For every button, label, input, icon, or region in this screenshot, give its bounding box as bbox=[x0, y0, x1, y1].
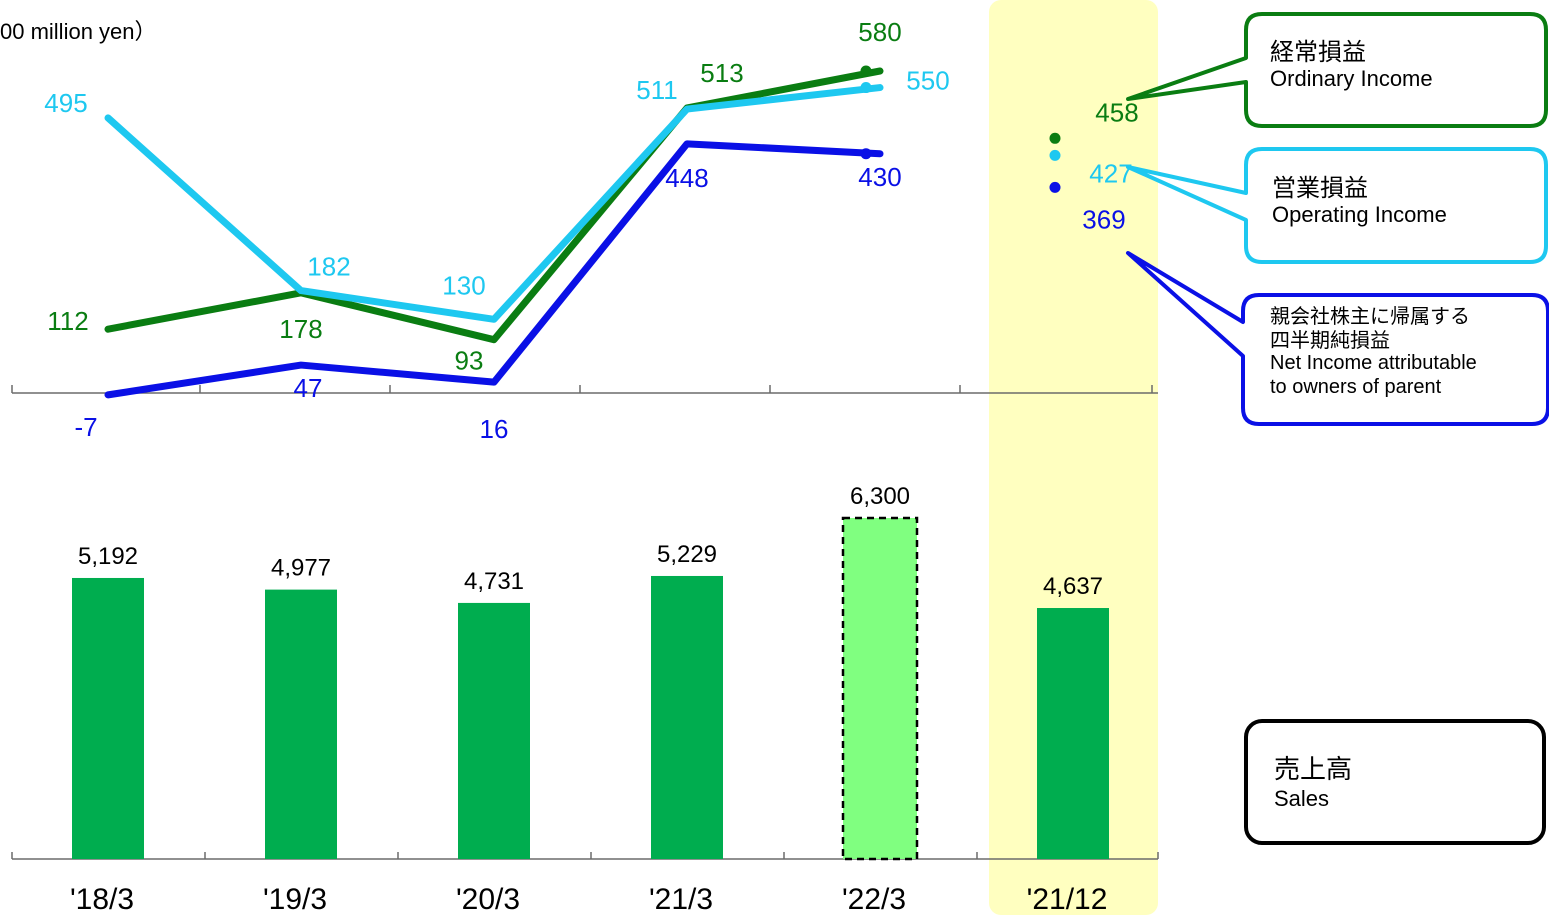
legend-net-en2: to owners of parent bbox=[1270, 375, 1442, 398]
data-label-net-4: 430 bbox=[858, 162, 901, 192]
series-point-net-22-3 bbox=[860, 148, 872, 160]
series-line-ordinary bbox=[104, 67, 884, 344]
series-point-operating-21-12 bbox=[1049, 149, 1061, 161]
legend-callout-operating bbox=[1126, 147, 1548, 264]
data-label-operating-1: 182 bbox=[307, 252, 350, 282]
data-label-ordinary-4: 580 bbox=[858, 17, 901, 47]
data-label-operating-4: 550 bbox=[906, 66, 949, 96]
bar-3 bbox=[651, 575, 723, 859]
x-tick-label-2: '20/3 bbox=[456, 883, 520, 915]
bar-1 bbox=[265, 589, 337, 859]
x-tick-label-4: '22/3 bbox=[842, 883, 906, 915]
data-label-net-3: 448 bbox=[665, 163, 708, 193]
legend-sales-jp: 売上高 bbox=[1274, 755, 1353, 785]
bar-label-1: 4,977 bbox=[271, 555, 331, 582]
legend-net-income: 親会社株主に帰属する 四半期純損益 Net Income attributabl… bbox=[1270, 304, 1477, 399]
x-tick-label-1: '19/3 bbox=[263, 883, 327, 915]
series-point-operating-22-3 bbox=[860, 82, 872, 94]
data-label-operating-2: 130 bbox=[442, 270, 485, 300]
x-tick-label-0: '18/3 bbox=[70, 883, 134, 915]
series-line-operating bbox=[104, 84, 884, 323]
bar-label-4: 6,300 bbox=[850, 483, 910, 510]
legend-callout-net bbox=[1126, 251, 1549, 426]
bar-0 bbox=[72, 577, 144, 859]
data-label-ordinary-0: 112 bbox=[47, 306, 88, 336]
legend-ordinary-income: 経常損益 Ordinary Income bbox=[1270, 38, 1433, 92]
legend-operating-en: Operating Income bbox=[1272, 202, 1447, 228]
bar-2 bbox=[458, 602, 530, 859]
legend-sales-en: Sales bbox=[1274, 785, 1330, 811]
legend-net-jp1: 親会社株主に帰属する bbox=[1270, 304, 1470, 328]
legend-ordinary-en: Ordinary Income bbox=[1270, 66, 1433, 92]
legend-net-en1: Net Income attributable bbox=[1270, 352, 1477, 375]
data-label-ordinary-3: 513 bbox=[700, 58, 743, 88]
bar-5 bbox=[1037, 608, 1109, 859]
data-label-net-0: -7 bbox=[74, 412, 97, 442]
data-label-operating-5: 427 bbox=[1089, 158, 1132, 188]
legend-operating-jp: 営業損益 bbox=[1272, 174, 1368, 202]
legend-operating-income: 営業損益 Operating Income bbox=[1272, 174, 1447, 228]
data-label-operating-3: 511 bbox=[636, 75, 677, 105]
bar-label-0: 5,192 bbox=[78, 543, 138, 570]
series-point-ordinary-22-3 bbox=[860, 65, 872, 77]
series-point-ordinary-21-12 bbox=[1049, 132, 1061, 144]
bar-label-5: 4,637 bbox=[1043, 573, 1103, 600]
bar-label-2: 4,731 bbox=[464, 568, 524, 595]
bar-label-3: 5,229 bbox=[657, 541, 717, 568]
highlight-band bbox=[989, 0, 1158, 915]
bar-forecast-4 bbox=[841, 516, 919, 861]
legend-callout-ordinary bbox=[1126, 12, 1548, 128]
legend-sales: 売上高 Sales bbox=[1244, 719, 1546, 845]
series-line-net bbox=[104, 140, 884, 399]
unit-label: 00 million yen） bbox=[0, 19, 157, 44]
data-label-ordinary-1: 178 bbox=[279, 314, 322, 344]
data-label-ordinary-2: 93 bbox=[455, 346, 484, 376]
data-label-ordinary-5: 458 bbox=[1095, 97, 1138, 127]
data-label-net-5: 369 bbox=[1082, 204, 1125, 234]
series-point-net-21-12 bbox=[1049, 181, 1061, 193]
x-tick-label-3: '21/3 bbox=[649, 883, 713, 915]
x-tick-label-5: '21/12 bbox=[1027, 883, 1108, 915]
data-label-net-1: 47 bbox=[294, 373, 323, 403]
legend-ordinary-jp: 経常損益 bbox=[1270, 38, 1366, 66]
data-label-operating-0: 495 bbox=[44, 88, 87, 118]
data-label-net-2: 16 bbox=[480, 414, 509, 444]
legend-net-jp2: 四半期純損益 bbox=[1270, 327, 1390, 352]
